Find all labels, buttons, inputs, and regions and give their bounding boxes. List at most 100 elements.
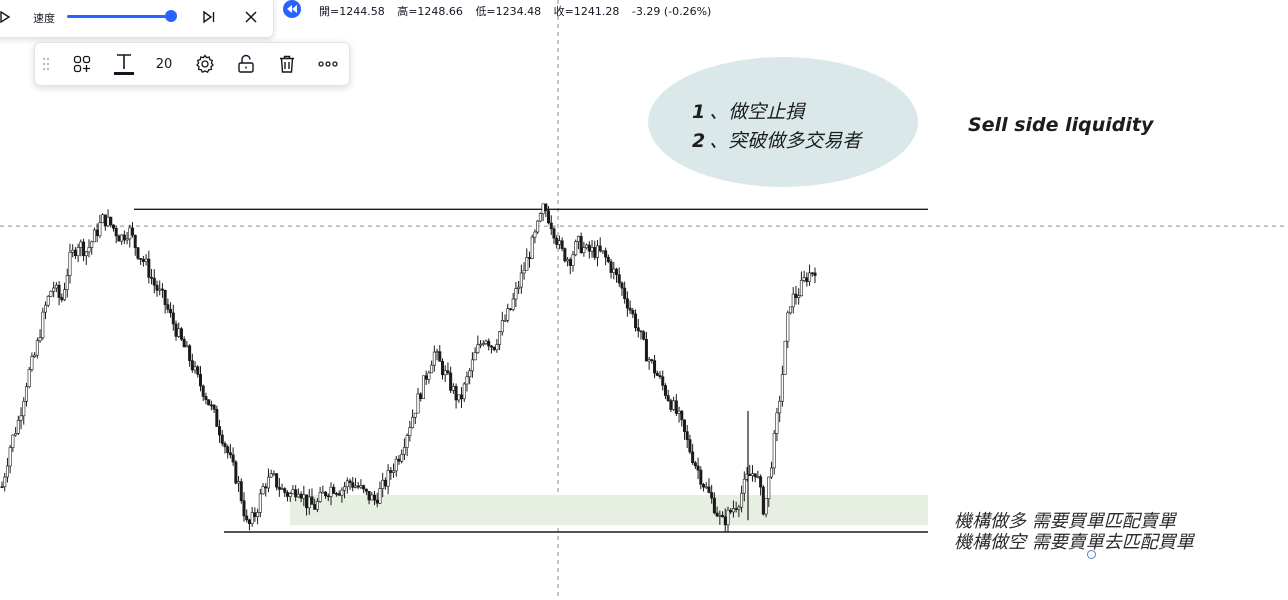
note-2-number: 2 [692, 130, 706, 152]
candle-body [557, 240, 561, 245]
candle-body [8, 447, 12, 467]
trash-icon[interactable] [272, 50, 302, 78]
institution-long-note[interactable]: 機構做多 需要買單匹配賣單 [954, 511, 1176, 532]
font-size-value: 20 [155, 56, 173, 72]
candle-body [117, 235, 121, 242]
institution-short-note[interactable]: 機構做空 需要賣單去匹配買單 [954, 532, 1194, 553]
candle-body [196, 366, 200, 375]
candle-body [275, 473, 279, 488]
candle-body [73, 249, 77, 257]
candle-body [286, 492, 290, 497]
candle-body [460, 394, 464, 400]
candle-body [264, 486, 268, 489]
unlock-icon[interactable] [231, 50, 261, 78]
candle-body [386, 470, 390, 487]
speed-slider[interactable] [67, 15, 171, 18]
candle-body [789, 306, 793, 314]
candle-body [125, 238, 129, 241]
candle-body [35, 340, 39, 356]
candle-body [430, 364, 434, 374]
settings-gear-icon[interactable] [190, 50, 220, 78]
text-color-icon[interactable] [109, 50, 139, 78]
candle-body [49, 290, 53, 297]
candle-body [547, 210, 551, 224]
candle-body [549, 222, 553, 230]
more-icon[interactable] [313, 50, 343, 78]
candle-body [256, 512, 260, 517]
candle-body [381, 479, 385, 489]
speed-slider-thumb[interactable] [165, 10, 177, 22]
candle-body [228, 452, 232, 456]
candle-body [585, 244, 589, 249]
candle-body [492, 346, 496, 351]
candle-body [696, 465, 700, 471]
candle-body [411, 416, 415, 428]
candle-body [171, 312, 175, 325]
candle-body [731, 508, 735, 513]
candle-body [674, 400, 678, 414]
candle-body [337, 493, 341, 496]
candle-body [95, 229, 99, 237]
candle-body [383, 479, 387, 487]
ohlc-low: 低=1234.48 [475, 5, 542, 18]
back-to-realtime-icon[interactable] [283, 0, 301, 18]
ohlc-legend: 開=1244.58 高=1248.66 低=1234.48 收=1241.28 … [319, 3, 720, 19]
candle-body [723, 516, 727, 526]
candle-body [484, 340, 488, 344]
candle-body [242, 500, 246, 517]
candle-body [541, 203, 545, 214]
candle-body [598, 245, 602, 252]
candle-body [288, 493, 292, 497]
candle-body [52, 287, 56, 292]
candle-body [272, 473, 276, 475]
candle-body [682, 419, 686, 432]
candle-body [729, 509, 733, 513]
candle-body [41, 311, 45, 339]
candle-body [530, 236, 534, 259]
candle-body [604, 250, 608, 258]
candle-body [147, 258, 151, 278]
drag-handle-icon[interactable] [37, 50, 55, 78]
candle-body [783, 340, 787, 375]
candle-body [435, 351, 439, 353]
candle-body [266, 476, 270, 489]
candle-body [419, 393, 423, 399]
candle-body [190, 360, 194, 371]
candle-body [223, 443, 227, 448]
candle-body [487, 340, 491, 347]
candle-body [392, 470, 396, 473]
candle-body [808, 272, 812, 282]
candle-body [552, 228, 556, 239]
candle-body [343, 486, 347, 491]
add-to-template-icon[interactable] [67, 50, 97, 78]
candle-body [517, 286, 521, 289]
candle-body [82, 241, 86, 257]
candle-body [642, 331, 646, 340]
candle-body [315, 501, 319, 510]
step-forward-icon[interactable] [195, 3, 223, 31]
candle-body [778, 400, 782, 414]
candle-body [527, 257, 531, 259]
candle-body [623, 287, 627, 300]
candle-body [612, 268, 616, 273]
ellipse-note[interactable] [648, 57, 918, 187]
candle-body [481, 343, 485, 345]
candle-body [737, 506, 741, 510]
candle-body [397, 458, 401, 462]
candle-body [748, 473, 752, 476]
close-icon[interactable] [237, 3, 265, 31]
candle-body [498, 331, 502, 345]
candle-body [348, 480, 352, 483]
anchor-point-handle[interactable] [1087, 550, 1096, 559]
candle-body [291, 489, 295, 495]
play-icon[interactable] [0, 3, 19, 31]
horizontal-levels[interactable] [134, 208, 928, 533]
candle-body [351, 482, 355, 488]
sell-side-liquidity-label[interactable]: Sell side liquidity [968, 114, 1154, 136]
note-2-text: 、突破做多交易者 [709, 130, 862, 152]
font-size-select[interactable]: 20 [149, 50, 179, 78]
candle-body [269, 473, 273, 478]
candle-body [631, 309, 635, 315]
candle-body [457, 394, 461, 401]
